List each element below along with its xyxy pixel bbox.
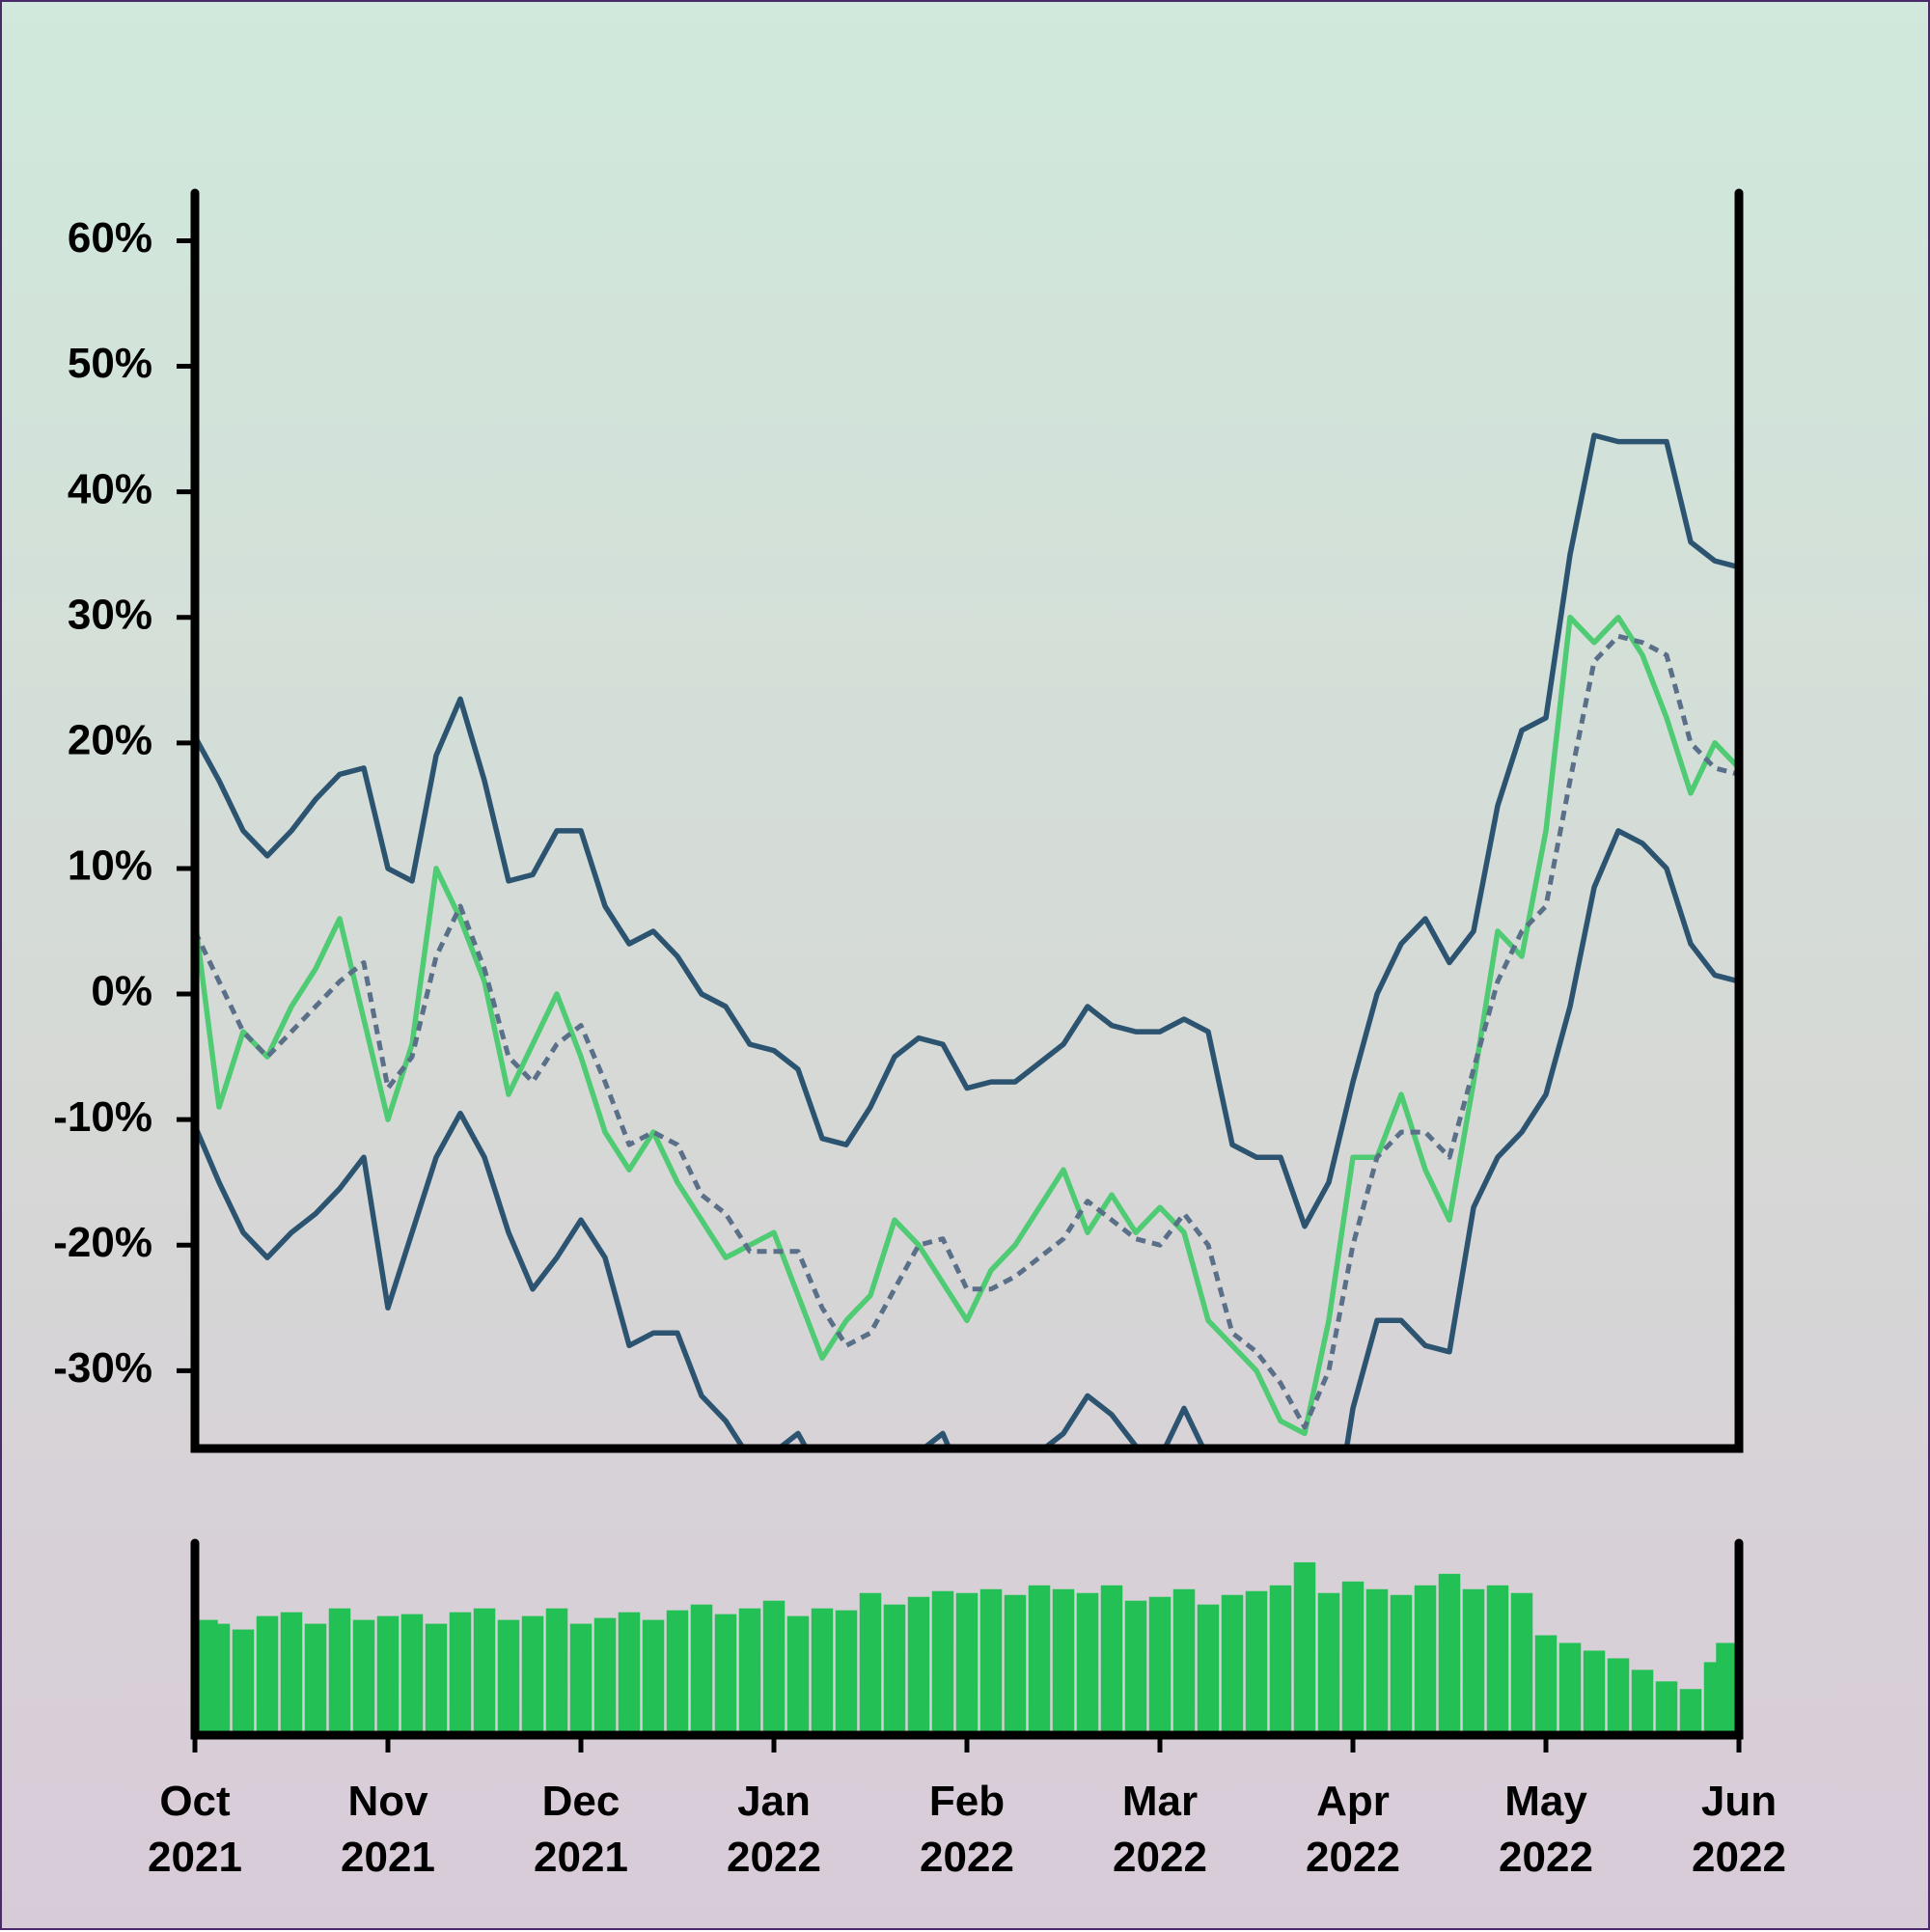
volume-bar bbox=[473, 1608, 496, 1735]
line-series bbox=[195, 614, 1739, 1437]
y-tick-label: 0% bbox=[91, 968, 152, 1015]
volume-bar bbox=[859, 1592, 882, 1735]
volume-bar bbox=[232, 1629, 255, 1735]
x-tick-label: Dec 2021 bbox=[534, 1778, 628, 1881]
volume-bar bbox=[1028, 1585, 1051, 1735]
y-tick-label: 30% bbox=[68, 591, 152, 638]
volume-bar bbox=[1172, 1588, 1196, 1735]
volume-bar bbox=[400, 1614, 424, 1735]
y-tick-label: 20% bbox=[68, 716, 152, 763]
volume-bar bbox=[425, 1623, 448, 1735]
volume-bar bbox=[207, 1623, 231, 1735]
y-tick-label: 50% bbox=[68, 340, 152, 387]
volume-bar bbox=[569, 1623, 593, 1735]
volume-bar bbox=[1534, 1635, 1558, 1735]
volume-bar bbox=[883, 1604, 906, 1735]
volume-bar bbox=[1365, 1588, 1389, 1735]
volume-bar bbox=[497, 1619, 520, 1735]
y-tick-label: -20% bbox=[53, 1219, 152, 1266]
volume-bar bbox=[1655, 1681, 1678, 1735]
volume-bar bbox=[979, 1588, 1003, 1735]
volume-bar bbox=[1390, 1594, 1413, 1735]
x-tick-label: Feb 2022 bbox=[920, 1778, 1014, 1881]
volume-bar bbox=[1269, 1585, 1292, 1735]
volume-bar bbox=[1317, 1592, 1340, 1735]
volume-bar bbox=[1607, 1658, 1630, 1735]
volume-bar bbox=[1004, 1594, 1027, 1735]
volume-bar bbox=[328, 1608, 351, 1735]
axes: -30% -20% -10% 0% 10% 20% 30% 40% 50% 60% bbox=[53, 188, 1744, 1753]
volume-bar bbox=[955, 1592, 979, 1735]
volume-bar bbox=[1148, 1596, 1172, 1735]
volume-bar bbox=[666, 1610, 689, 1735]
volume-bar bbox=[642, 1619, 665, 1735]
volume-bar bbox=[1221, 1594, 1244, 1735]
volume-bar bbox=[256, 1615, 279, 1735]
volume-bar bbox=[1052, 1588, 1075, 1735]
volume-bar bbox=[1510, 1592, 1533, 1735]
line-series bbox=[195, 432, 1739, 1229]
volume-bar bbox=[1293, 1561, 1316, 1735]
volume-bar bbox=[545, 1608, 568, 1735]
x-tick-label: Nov 2021 bbox=[341, 1778, 435, 1881]
volume-bar bbox=[1679, 1689, 1702, 1735]
x-tick-label: Oct 2021 bbox=[148, 1778, 242, 1881]
y-tick-label: 10% bbox=[68, 842, 152, 890]
volume-bar bbox=[449, 1612, 472, 1735]
volume-bar bbox=[1583, 1650, 1606, 1735]
volume-bar bbox=[376, 1615, 400, 1735]
line-series bbox=[195, 633, 1739, 1430]
volume-bar bbox=[618, 1612, 641, 1735]
x-tick-label: Apr 2022 bbox=[1306, 1778, 1400, 1881]
volume-bar bbox=[1341, 1581, 1365, 1735]
y-tick-label: -10% bbox=[53, 1093, 152, 1141]
volume-bar bbox=[690, 1604, 713, 1735]
volume-bar bbox=[521, 1615, 544, 1735]
x-tick-label: Jan 2022 bbox=[727, 1778, 821, 1881]
volume-bar bbox=[1558, 1642, 1582, 1735]
y-tick-label: 60% bbox=[68, 214, 152, 262]
x-tick-label: Jun 2022 bbox=[1692, 1778, 1786, 1881]
volume-bar bbox=[1438, 1573, 1461, 1735]
volume-bar bbox=[762, 1600, 786, 1735]
volume-bar bbox=[1414, 1585, 1437, 1735]
volume-bar bbox=[1076, 1592, 1099, 1735]
volume-bar bbox=[1245, 1590, 1268, 1735]
y-tick-label: -30% bbox=[53, 1344, 152, 1392]
volume-area bbox=[196, 1561, 1738, 1735]
plot-area bbox=[195, 432, 1739, 1449]
line-series bbox=[195, 828, 1739, 1449]
volume-bar bbox=[811, 1608, 834, 1735]
volume-bar bbox=[1462, 1588, 1485, 1735]
volume-bar bbox=[931, 1590, 954, 1735]
volume-bar bbox=[1631, 1670, 1654, 1735]
volume-bar bbox=[1486, 1585, 1509, 1735]
volume-bar bbox=[907, 1596, 930, 1735]
volume-bar bbox=[1716, 1642, 1738, 1735]
volume-bar bbox=[593, 1617, 617, 1735]
volume-bar bbox=[1124, 1600, 1147, 1735]
volume-bar bbox=[835, 1610, 858, 1735]
volume-bar bbox=[352, 1619, 375, 1735]
volume-bar bbox=[714, 1614, 737, 1735]
x-tick-label: May 2022 bbox=[1499, 1778, 1593, 1881]
volume-bar bbox=[1197, 1604, 1220, 1735]
axis-frame bbox=[190, 188, 1744, 1453]
volume-bar bbox=[738, 1608, 761, 1735]
volume-bar bbox=[1100, 1585, 1123, 1735]
volume-bar bbox=[304, 1623, 327, 1735]
x-tick-label: Mar 2022 bbox=[1113, 1778, 1207, 1881]
y-tick-label: 40% bbox=[68, 465, 152, 512]
volume-bar bbox=[280, 1612, 303, 1735]
volume-bar bbox=[786, 1615, 810, 1735]
